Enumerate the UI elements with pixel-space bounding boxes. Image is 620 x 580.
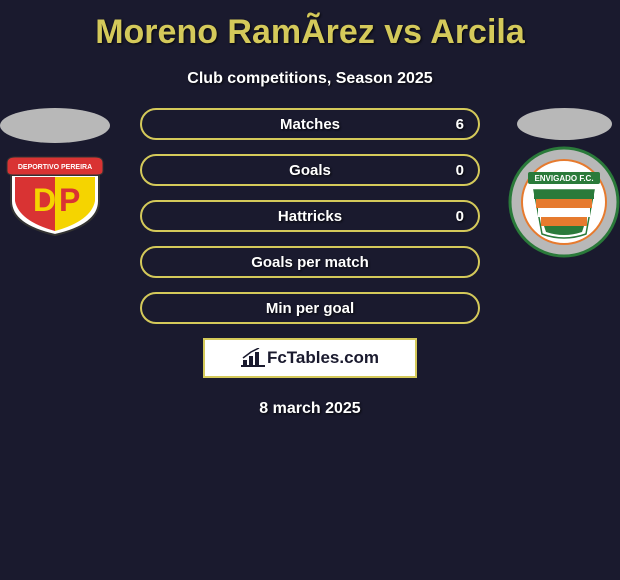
branding-text: FcTables.com xyxy=(267,348,379,368)
svg-text:ENVIGADO F.C.: ENVIGADO F.C. xyxy=(534,174,593,183)
player-left-avatar xyxy=(0,108,110,143)
stats-area: DEPORTIVO PEREIRA D P ENVIGADO F.C. xyxy=(0,108,620,378)
branding-box: FcTables.com xyxy=(203,338,417,378)
date-text: 8 march 2025 xyxy=(0,400,620,418)
svg-text:P: P xyxy=(59,182,80,218)
stat-label: Goals xyxy=(289,162,331,179)
stat-value-right: 0 xyxy=(456,208,464,225)
player-right-avatar xyxy=(517,108,612,140)
stat-label: Hattricks xyxy=(278,208,342,225)
season-subtitle: Club competitions, Season 2025 xyxy=(0,70,620,88)
stat-label: Min per goal xyxy=(266,300,354,317)
stat-row: Matches 6 xyxy=(140,108,480,140)
player-left-column: DEPORTIVO PEREIRA D P xyxy=(0,108,110,237)
comparison-title: Moreno RamÃ­rez vs Arcila xyxy=(0,13,620,52)
stat-row: Goals per match xyxy=(140,246,480,278)
stat-row: Goals 0 xyxy=(140,154,480,186)
stats-center: Matches 6 Goals 0 Hattricks 0 Goals per … xyxy=(140,108,480,378)
chart-icon xyxy=(241,348,265,368)
stat-row: Min per goal xyxy=(140,292,480,324)
svg-text:D: D xyxy=(33,182,56,218)
club-crest-pereira: DEPORTIVO PEREIRA D P xyxy=(5,153,105,237)
stat-label: Matches xyxy=(280,116,340,133)
club-crest-envigado: ENVIGADO F.C. xyxy=(508,146,620,258)
branding-content: FcTables.com xyxy=(241,348,379,368)
stat-value-right: 0 xyxy=(456,162,464,179)
player-right-column: ENVIGADO F.C. xyxy=(508,108,620,258)
stat-row: Hattricks 0 xyxy=(140,200,480,232)
svg-text:DEPORTIVO PEREIRA: DEPORTIVO PEREIRA xyxy=(18,164,92,171)
stat-value-right: 6 xyxy=(456,116,464,133)
stat-label: Goals per match xyxy=(251,254,369,271)
